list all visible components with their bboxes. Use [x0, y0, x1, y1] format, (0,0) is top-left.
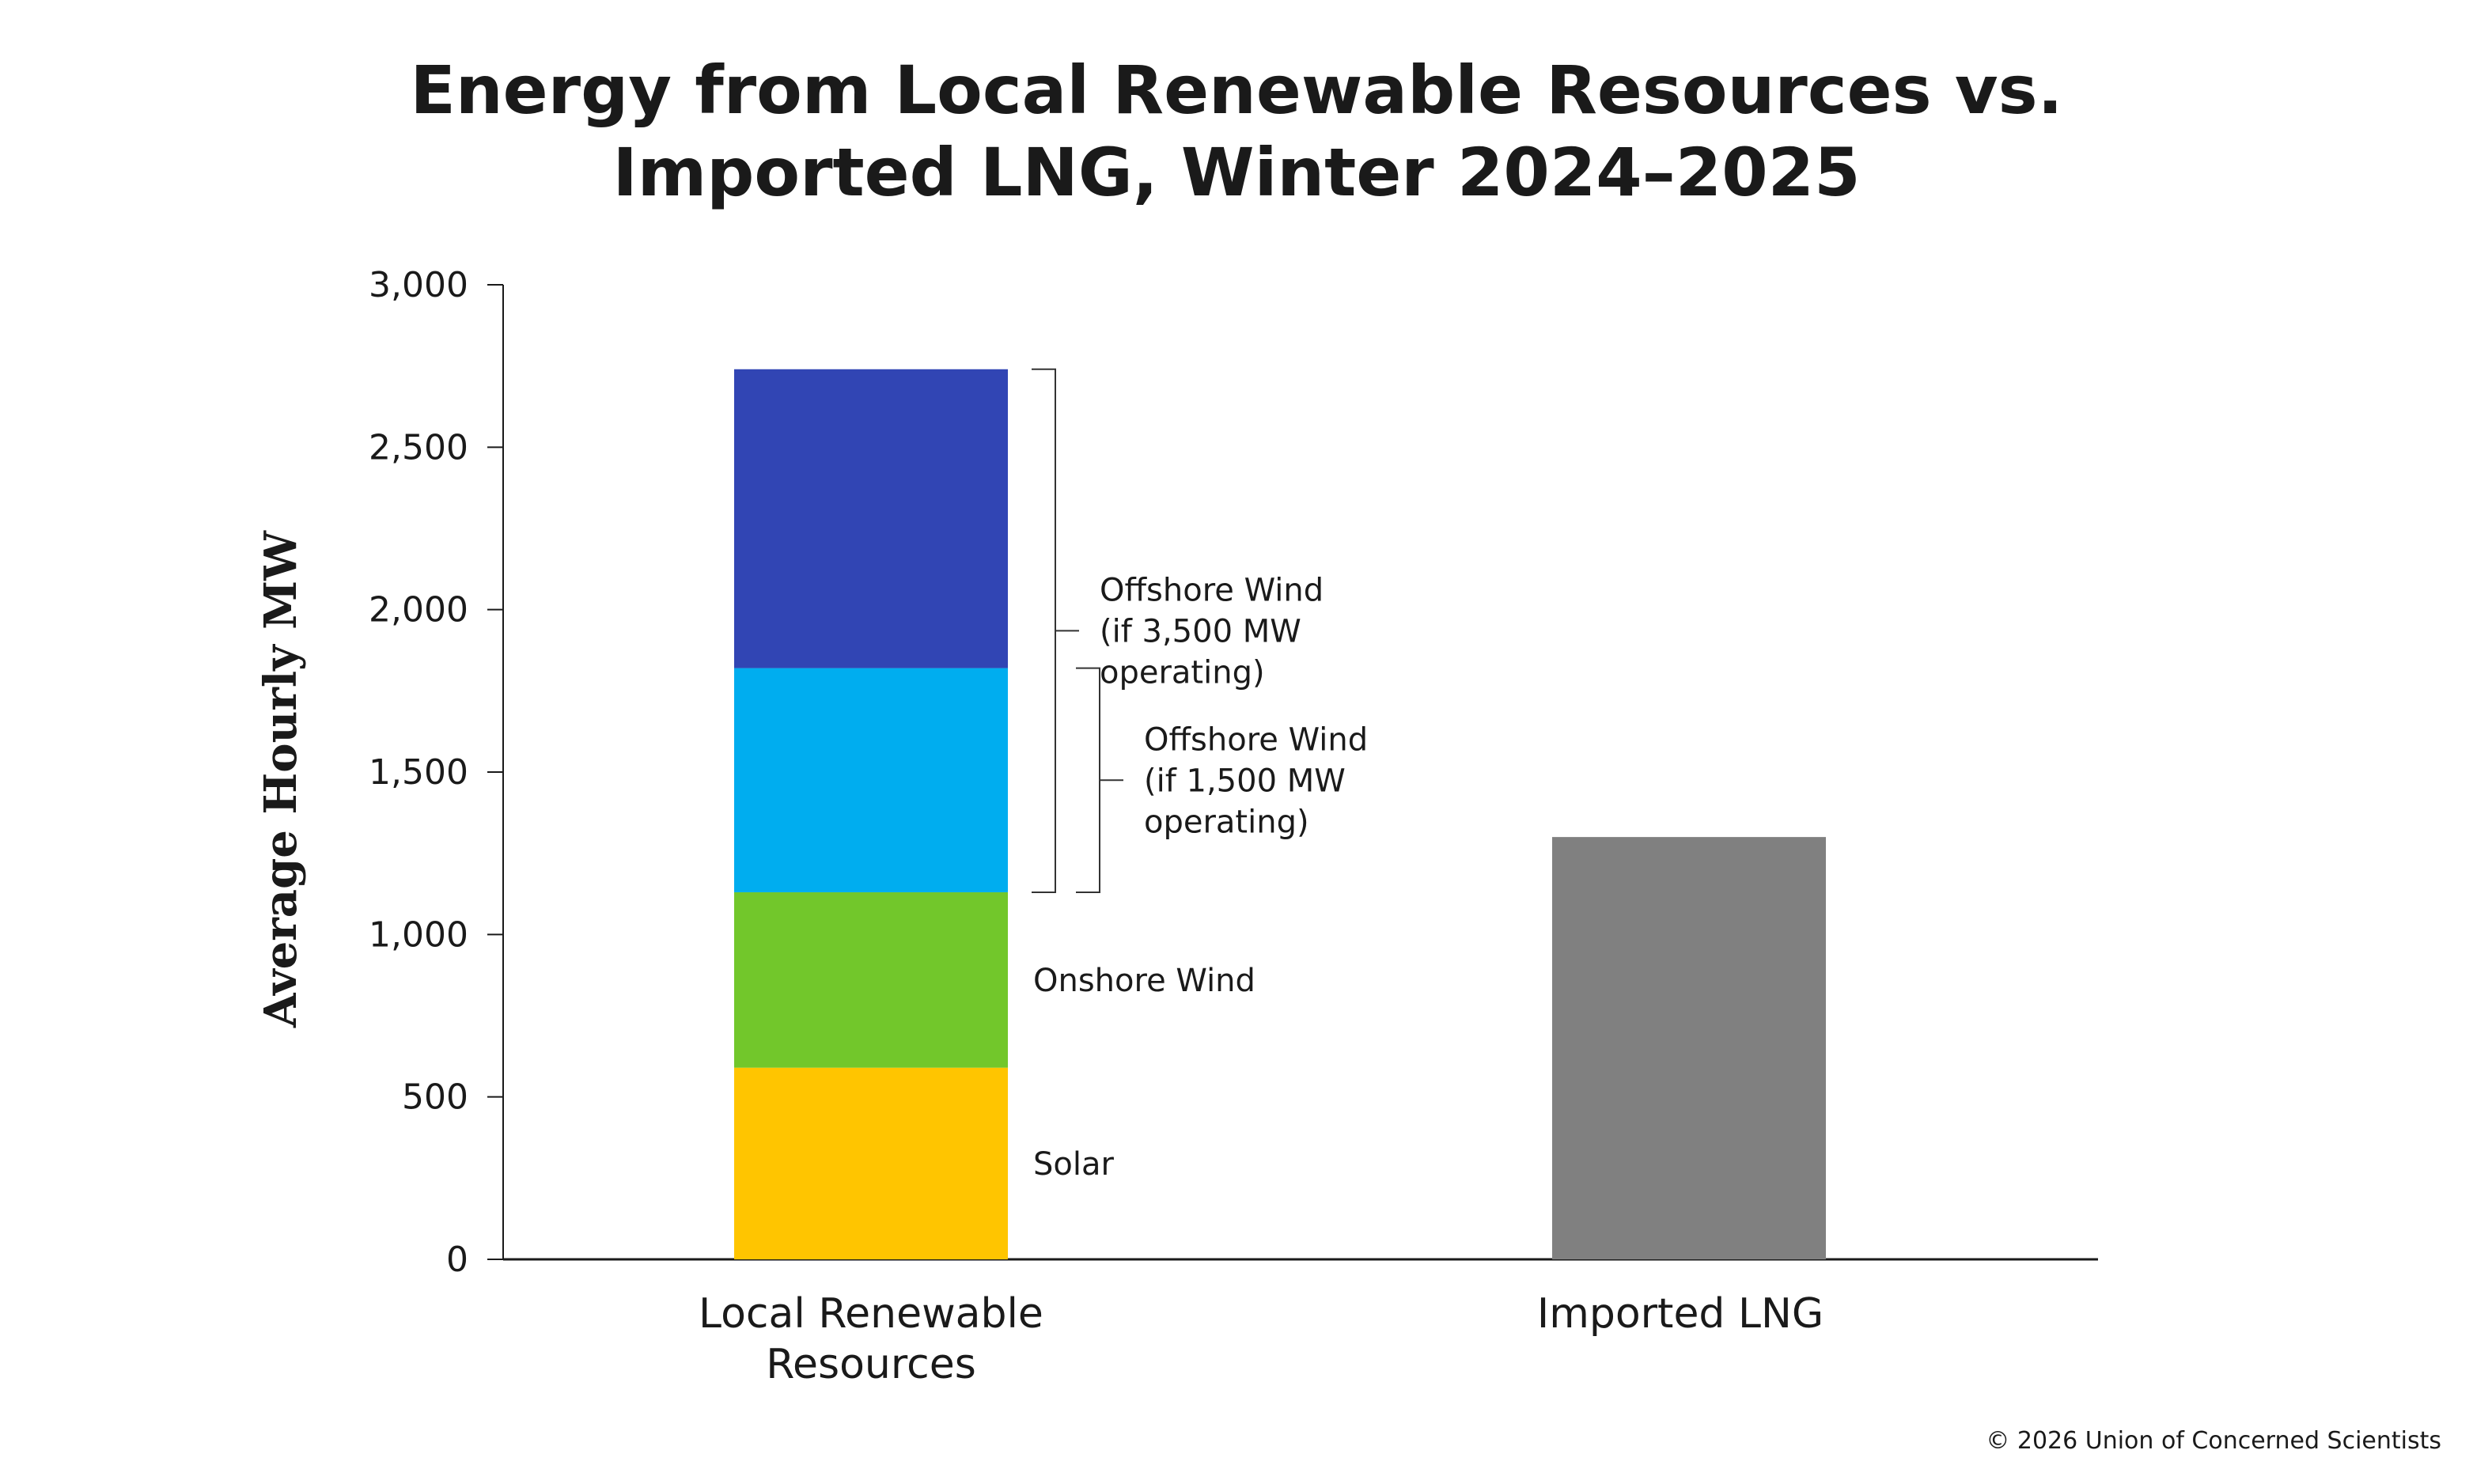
- y-tick-label: 500: [402, 1077, 468, 1118]
- bracket: [1076, 667, 1123, 893]
- segment-label: operating): [1100, 654, 1265, 691]
- bracket: [1032, 368, 1079, 893]
- y-tick-label: 1,500: [369, 752, 468, 793]
- segment-label: Solar: [1033, 1146, 1114, 1183]
- y-tick-label: 2,000: [369, 590, 468, 630]
- x-category-label: Imported LNG: [1537, 1290, 1824, 1338]
- bar-segment: [1552, 837, 1826, 1259]
- bar-segment: [734, 369, 1008, 668]
- segment-label: Offshore Wind: [1100, 572, 1324, 608]
- title-line-1: Energy from Local Renewable Resources vs…: [410, 51, 2063, 129]
- bar-segment: [734, 1067, 1008, 1259]
- title-line-2: Imported LNG, Winter 2024–2025: [612, 134, 1861, 211]
- y-tick-label: 0: [446, 1240, 468, 1280]
- bar-segment: [734, 892, 1008, 1068]
- segment-label: (if 3,500 MW: [1100, 613, 1301, 649]
- x-category-label: Local Renewable: [699, 1290, 1043, 1338]
- bar-segment: [734, 668, 1008, 892]
- y-tick-label: 3,000: [369, 265, 468, 305]
- segment-label: (if 1,500 MW: [1144, 763, 1346, 799]
- y-axis-label: Average Hourly MW: [255, 530, 307, 1028]
- y-tick-label: 1,000: [369, 914, 468, 955]
- y-tick-label: 2,500: [369, 427, 468, 468]
- chart-title: Energy from Local Renewable Resources vs…: [0, 49, 2473, 214]
- copyright: © 2026 Union of Concerned Scientists: [1986, 1427, 2441, 1455]
- segment-label: Onshore Wind: [1033, 963, 1255, 999]
- segment-label: operating): [1144, 804, 1309, 840]
- segment-label: Offshore Wind: [1144, 721, 1368, 758]
- x-category-label: Resources: [766, 1341, 976, 1388]
